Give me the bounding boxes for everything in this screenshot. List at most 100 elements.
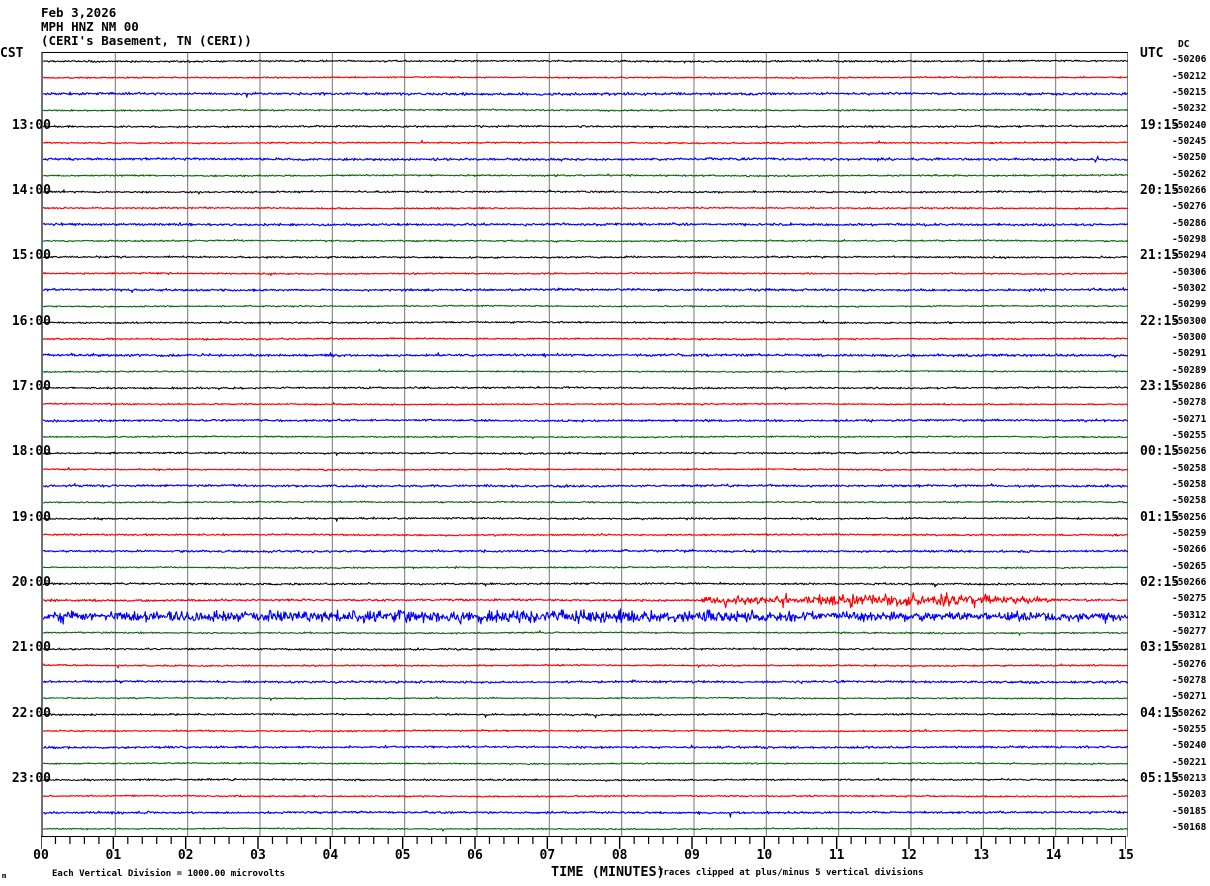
right-time-label: 00:15	[1140, 444, 1180, 460]
x-axis-tick-label: 00	[33, 848, 49, 863]
dc-value: -50302	[1172, 282, 1207, 294]
left-time-label: 18:00	[11, 444, 51, 460]
dc-value: -50255	[1172, 429, 1207, 441]
x-axis-tick-label: 09	[684, 848, 700, 863]
x-axis-tick-label: 06	[467, 848, 483, 863]
dc-value: -50294	[1172, 250, 1207, 262]
dc-value: -50300	[1172, 315, 1207, 327]
dc-value: -50299	[1172, 299, 1207, 311]
dc-value: -50275	[1172, 593, 1207, 605]
left-time-label: 14:00	[11, 182, 51, 198]
dc-value: -50232	[1172, 103, 1207, 115]
left-time-label: 21:00	[11, 640, 51, 656]
dc-value: -50300	[1172, 331, 1207, 343]
x-axis-tick-label: 01	[105, 848, 122, 863]
dc-value: -50256	[1172, 511, 1207, 523]
right-time-label: 03:15	[1140, 640, 1180, 656]
x-axis-tick-label: 02	[177, 848, 194, 863]
dc-value: -50276	[1172, 658, 1207, 670]
scale-note: Each Vertical Division = 1000.00 microvo…	[52, 869, 285, 879]
x-axis-tick-label: 13	[973, 848, 990, 863]
dc-value: -50258	[1172, 495, 1207, 507]
clipping-note: Traces clipped at plus/minus 5 vertical …	[658, 868, 924, 878]
right-time-label: 01:15	[1140, 509, 1180, 525]
x-axis-tick-label: 03	[250, 848, 266, 863]
dc-value: -50203	[1172, 789, 1207, 801]
dc-value: -50168	[1172, 821, 1207, 833]
dc-column-label: DC	[1178, 39, 1190, 50]
dc-value: -50258	[1172, 462, 1207, 474]
left-time-label: 23:00	[11, 770, 51, 786]
dc-value: -50255	[1172, 723, 1207, 735]
right-time-label: 20:15	[1140, 182, 1180, 198]
right-time-label: 05:15	[1140, 770, 1180, 786]
helicorder-plot[interactable]	[41, 52, 1128, 837]
dc-value: -50277	[1172, 625, 1207, 637]
dc-value: -50185	[1172, 805, 1207, 817]
x-axis-tick-label: 15	[1118, 848, 1134, 863]
dc-value: -50266	[1172, 544, 1207, 556]
trace-layer	[43, 58, 1128, 832]
left-time-label: 15:00	[11, 248, 51, 264]
right-time-label: 23:15	[1140, 378, 1180, 394]
left-time-label: 22:00	[11, 705, 51, 721]
dc-value: -50256	[1172, 446, 1207, 458]
dc-value: -50262	[1172, 707, 1207, 719]
dc-value: -50258	[1172, 478, 1207, 490]
dc-value: -50240	[1172, 740, 1207, 752]
dc-value: -50289	[1172, 364, 1207, 376]
left-time-label: 13:00	[11, 117, 51, 133]
dc-value: -50291	[1172, 348, 1207, 360]
x-axis-ticks	[41, 836, 1126, 849]
dc-value: -50281	[1172, 642, 1207, 654]
x-axis-tick-label: 05	[394, 848, 411, 863]
dc-value: -50278	[1172, 397, 1207, 409]
dc-value: -50278	[1172, 674, 1207, 686]
dc-value: -50266	[1172, 576, 1207, 588]
x-axis-title: TIME (MINUTES)	[551, 864, 665, 880]
header-channel: MPH HNZ NM 00	[41, 19, 139, 34]
dc-value: -50276	[1172, 201, 1207, 213]
x-axis-tick-label: 11	[828, 848, 845, 863]
dc-value: -50312	[1172, 609, 1207, 621]
right-time-label: 04:15	[1140, 705, 1180, 721]
right-timezone-label: UTC	[1140, 46, 1164, 61]
dc-value: -50266	[1172, 184, 1207, 196]
dc-value: -50213	[1172, 772, 1207, 784]
dc-value: -50262	[1172, 168, 1207, 180]
dc-value: -50265	[1172, 560, 1207, 572]
x-axis-tick-label: 10	[756, 848, 773, 863]
dc-value: -50221	[1172, 756, 1207, 768]
header-location: (CERI's Basement, TN (CERI))	[41, 33, 252, 48]
dc-value: -50259	[1172, 527, 1207, 539]
grid-layer	[114, 53, 1128, 837]
right-time-label: 22:15	[1140, 313, 1180, 329]
right-time-label: 02:15	[1140, 574, 1180, 590]
dc-value: -50245	[1172, 135, 1207, 147]
dc-value: -50212	[1172, 70, 1207, 82]
corner-mark: m	[2, 872, 7, 880]
left-time-label: 17:00	[11, 378, 51, 394]
x-axis-tick-label: 04	[322, 848, 339, 863]
right-time-label: 21:15	[1140, 248, 1180, 264]
dc-value: -50286	[1172, 380, 1207, 392]
left-time-label: 20:00	[11, 574, 51, 590]
dc-value: -50271	[1172, 691, 1207, 703]
x-axis-tick-label: 07	[539, 848, 556, 863]
right-time-label: 19:15	[1140, 117, 1180, 133]
header-date: Feb 3,2026	[41, 5, 117, 20]
dc-value: -50250	[1172, 152, 1207, 164]
dc-value: -50271	[1172, 413, 1207, 425]
left-time-label: 19:00	[11, 509, 51, 525]
x-axis-tick-label: 08	[611, 848, 628, 863]
x-axis-tick-label: 12	[901, 848, 917, 863]
dc-value: -50306	[1172, 266, 1207, 278]
dc-value: -50206	[1172, 54, 1207, 66]
x-axis-tick-label: 14	[1045, 848, 1062, 863]
dc-value: -50215	[1172, 86, 1207, 98]
dc-value: -50298	[1172, 233, 1207, 245]
left-time-label: 16:00	[11, 313, 51, 329]
dc-value: -50286	[1172, 217, 1207, 229]
left-timezone-label: CST	[0, 46, 24, 61]
dc-value: -50240	[1172, 119, 1207, 131]
